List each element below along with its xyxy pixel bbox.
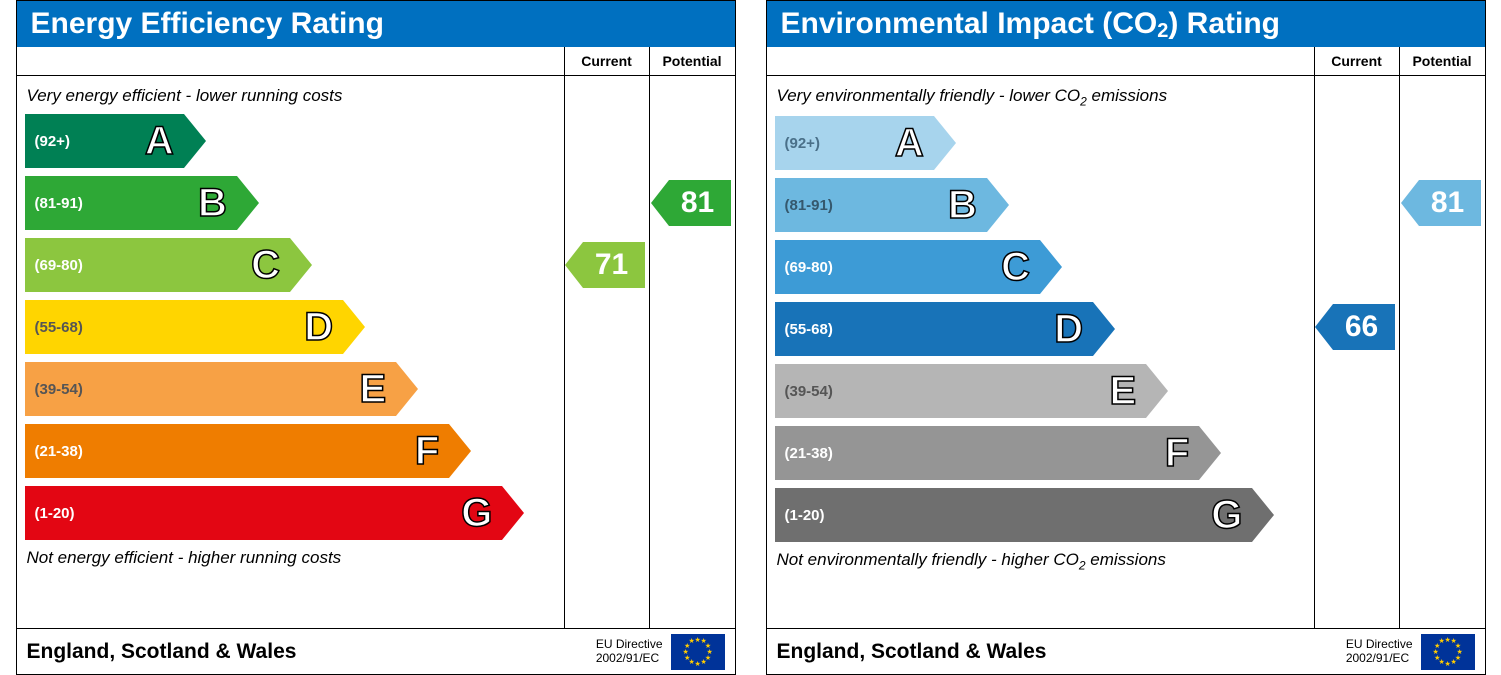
energy-efficiency-panel: Energy Efficiency Rating Current Potenti… xyxy=(16,0,736,675)
panel-title: Environmental Impact (CO2) Rating xyxy=(767,1,1485,47)
band-range: (39-54) xyxy=(775,383,833,400)
potential-column: 81 xyxy=(650,76,735,628)
header-row: Current Potential xyxy=(767,47,1485,76)
rating-band-b: (81-91) B xyxy=(25,176,237,230)
band-letter: C xyxy=(1001,245,1030,290)
rating-band-g: (1-20) G xyxy=(25,486,503,540)
band-letter: E xyxy=(360,367,387,412)
band-range: (1-20) xyxy=(25,505,75,522)
bands-column: Very energy efficient - lower running co… xyxy=(17,76,565,628)
band-letter: D xyxy=(304,305,333,350)
panel-footer: England, Scotland & Wales EU Directive 2… xyxy=(767,628,1485,674)
panel-footer: England, Scotland & Wales EU Directive 2… xyxy=(17,628,735,674)
top-caption: Very environmentally friendly - lower CO… xyxy=(775,82,1306,116)
band-letter: B xyxy=(948,183,977,228)
bottom-caption: Not energy efficient - higher running co… xyxy=(25,540,556,572)
col-current-header: Current xyxy=(1315,47,1400,75)
col-potential-header: Potential xyxy=(650,47,735,75)
band-range: (69-80) xyxy=(25,257,83,274)
band-range: (92+) xyxy=(25,133,70,150)
band-range: (39-54) xyxy=(25,381,83,398)
band-range: (69-80) xyxy=(775,259,833,276)
current-column: 66 xyxy=(1315,76,1400,628)
band-letter: A xyxy=(145,119,174,164)
header-row: Current Potential xyxy=(17,47,735,76)
rating-band-c: (69-80) C xyxy=(775,240,1041,294)
col-current-header: Current xyxy=(565,47,650,75)
potential-pointer: 81 xyxy=(1419,180,1481,226)
band-range: (55-68) xyxy=(25,319,83,336)
eu-flag-icon: ★★★★★★★★★★★★ xyxy=(671,634,725,670)
rating-band-e: (39-54) E xyxy=(775,364,1147,418)
band-stack: (92+) A (81-91) B (69-80) C (55-68) D (39-54) E (2… xyxy=(775,116,1306,542)
band-letter: D xyxy=(1054,307,1083,352)
rating-band-f: (21-38) F xyxy=(775,426,1200,480)
band-stack: (92+) A (81-91) B (69-80) C (55-68) D (39-54) E (2… xyxy=(25,114,556,540)
top-caption: Very energy efficient - lower running co… xyxy=(25,82,556,114)
footer-directive: EU Directive 2002/91/EC xyxy=(1346,638,1413,664)
band-range: (92+) xyxy=(775,135,820,152)
rating-band-d: (55-68) D xyxy=(25,300,344,354)
band-letter: G xyxy=(461,491,492,536)
band-letter: F xyxy=(415,429,439,474)
band-letter: F xyxy=(1165,431,1189,476)
potential-pointer: 81 xyxy=(669,180,731,226)
rating-band-g: (1-20) G xyxy=(775,488,1253,542)
current-pointer: 66 xyxy=(1333,304,1395,350)
band-range: (81-91) xyxy=(775,197,833,214)
footer-region: England, Scotland & Wales xyxy=(777,640,1346,664)
rating-band-c: (69-80) C xyxy=(25,238,291,292)
panel-title: Energy Efficiency Rating xyxy=(17,1,735,47)
band-letter: C xyxy=(251,243,280,288)
col-potential-header: Potential xyxy=(1400,47,1485,75)
band-letter: E xyxy=(1110,369,1137,414)
band-range: (21-38) xyxy=(25,443,83,460)
eu-flag-icon: ★★★★★★★★★★★★ xyxy=(1421,634,1475,670)
footer-region: England, Scotland & Wales xyxy=(27,640,596,664)
environmental-impact-panel: Environmental Impact (CO2) Rating Curren… xyxy=(766,0,1486,675)
potential-column: 81 xyxy=(1400,76,1485,628)
rating-band-b: (81-91) B xyxy=(775,178,987,232)
current-pointer: 71 xyxy=(583,242,645,288)
rating-band-e: (39-54) E xyxy=(25,362,397,416)
current-column: 71 xyxy=(565,76,650,628)
rating-band-a: (92+) A xyxy=(25,114,184,168)
band-range: (81-91) xyxy=(25,195,83,212)
rating-band-f: (21-38) F xyxy=(25,424,450,478)
footer-directive: EU Directive 2002/91/EC xyxy=(596,638,663,664)
band-letter: G xyxy=(1211,493,1242,538)
bands-column: Very environmentally friendly - lower CO… xyxy=(767,76,1315,628)
band-range: (21-38) xyxy=(775,445,833,462)
rating-band-a: (92+) A xyxy=(775,116,934,170)
band-letter: B xyxy=(198,181,227,226)
band-range: (1-20) xyxy=(775,507,825,524)
band-letter: A xyxy=(895,121,924,166)
bottom-caption: Not environmentally friendly - higher CO… xyxy=(775,542,1306,576)
rating-band-d: (55-68) D xyxy=(775,302,1094,356)
band-range: (55-68) xyxy=(775,321,833,338)
